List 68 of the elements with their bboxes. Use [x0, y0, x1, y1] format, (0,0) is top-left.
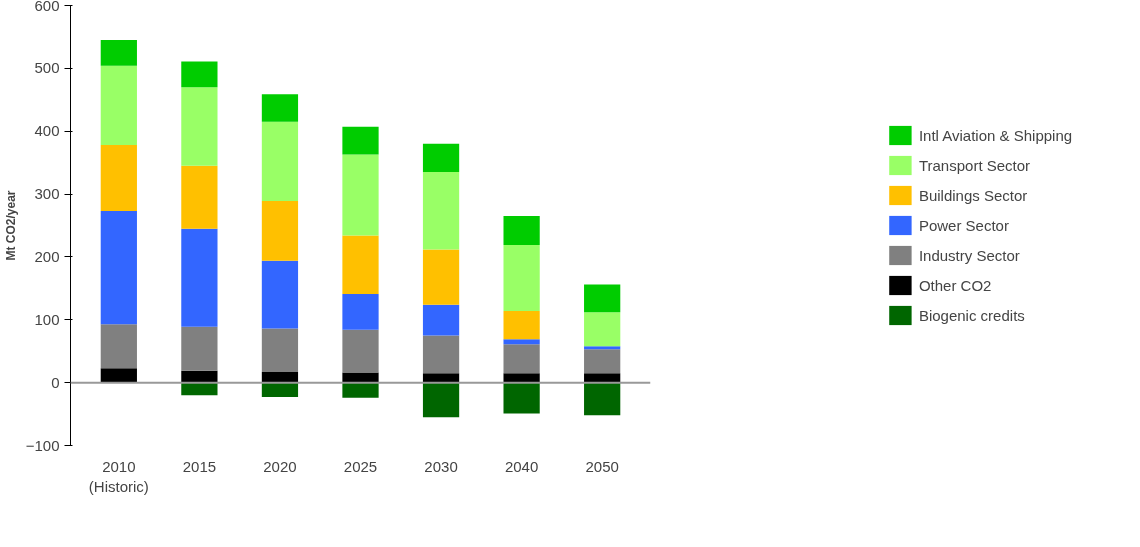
bar: [584, 284, 621, 313]
legend-label: Buildings Sector: [918, 186, 1028, 204]
x-tick-label: 2030: [424, 457, 458, 475]
bar: [342, 154, 379, 236]
y-tick-label: 300: [34, 185, 60, 203]
bar: [422, 335, 460, 374]
x-tick-label: 2020: [263, 457, 297, 475]
bar: [584, 346, 621, 350]
bar: [503, 373, 540, 383]
bar: [100, 40, 137, 66]
y-tick-label: −100: [25, 436, 60, 454]
bar: [422, 382, 460, 418]
x-tick-label: 2010 (Historic): [88, 457, 149, 495]
bar: [261, 371, 299, 383]
y-tick-label: 600: [34, 0, 60, 14]
y-axis-title: Mt CO2/year: [3, 190, 18, 261]
bar: [261, 200, 299, 261]
legend-label: Transport Sector: [918, 156, 1031, 174]
bar: [584, 373, 621, 383]
y-tick-label: 100: [34, 310, 60, 328]
bar: [181, 228, 218, 327]
bar: [422, 143, 460, 173]
bar: [584, 312, 621, 347]
legend-label: Industry Sector: [918, 246, 1020, 264]
bar: [261, 94, 299, 122]
bar: [503, 382, 540, 414]
bar: [342, 329, 379, 373]
bar: [261, 328, 299, 372]
bar: [100, 368, 137, 383]
legend-label: Biogenic credits: [918, 306, 1025, 324]
bar: [342, 372, 379, 383]
bar: [422, 304, 460, 336]
legend-label: Intl Aviation & Shipping: [918, 126, 1073, 144]
bar: [342, 126, 379, 155]
y-tick-label: 400: [34, 122, 60, 140]
bar: [503, 310, 540, 340]
bar: [181, 370, 218, 383]
bar: [261, 260, 299, 329]
bar: [342, 235, 379, 295]
bar: [181, 61, 218, 88]
bar: [503, 339, 540, 345]
bar: [100, 211, 137, 325]
bar: [503, 216, 540, 245]
bar: [584, 382, 621, 416]
legend-label: Other CO2: [918, 276, 992, 294]
x-tick-label: 2040: [504, 457, 539, 475]
x-tick-label: 2015: [182, 457, 217, 475]
x-tick-label: 2050: [585, 457, 619, 475]
bar: [422, 172, 460, 250]
bar: [342, 382, 379, 398]
bar: [100, 324, 137, 369]
x-tick-label: 2025: [343, 457, 378, 475]
bar: [503, 344, 540, 374]
y-tick-label: 200: [34, 247, 60, 265]
bar: [342, 294, 379, 330]
bar: [100, 145, 137, 212]
bar: [422, 373, 460, 383]
bar: [422, 249, 460, 305]
y-tick-label: 0: [51, 373, 60, 391]
bar: [503, 244, 540, 311]
bar: [181, 165, 218, 229]
y-tick-label: 500: [34, 59, 60, 77]
bar: [181, 326, 218, 371]
legend-label: Power Sector: [918, 216, 1009, 234]
bar: [181, 87, 218, 166]
bar: [100, 65, 137, 146]
bar: [584, 349, 621, 374]
bar: [261, 121, 299, 201]
